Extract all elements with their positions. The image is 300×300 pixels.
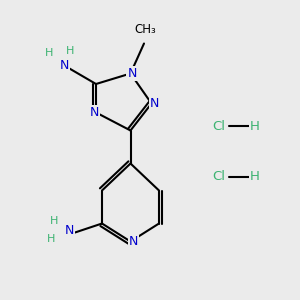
Text: N: N (127, 67, 137, 80)
Text: CH₃: CH₃ (135, 23, 156, 36)
Text: N: N (150, 97, 159, 110)
Text: Cl: Cl (212, 119, 226, 133)
Text: N: N (64, 224, 74, 238)
Text: H: H (66, 46, 75, 56)
Text: H: H (47, 233, 55, 244)
Text: H: H (250, 170, 260, 184)
Text: N: N (60, 59, 69, 73)
Text: H: H (45, 47, 54, 58)
Text: H: H (250, 119, 260, 133)
Text: N: N (90, 106, 99, 119)
Text: N: N (129, 235, 138, 248)
Text: Cl: Cl (212, 170, 226, 184)
Text: H: H (50, 215, 58, 226)
